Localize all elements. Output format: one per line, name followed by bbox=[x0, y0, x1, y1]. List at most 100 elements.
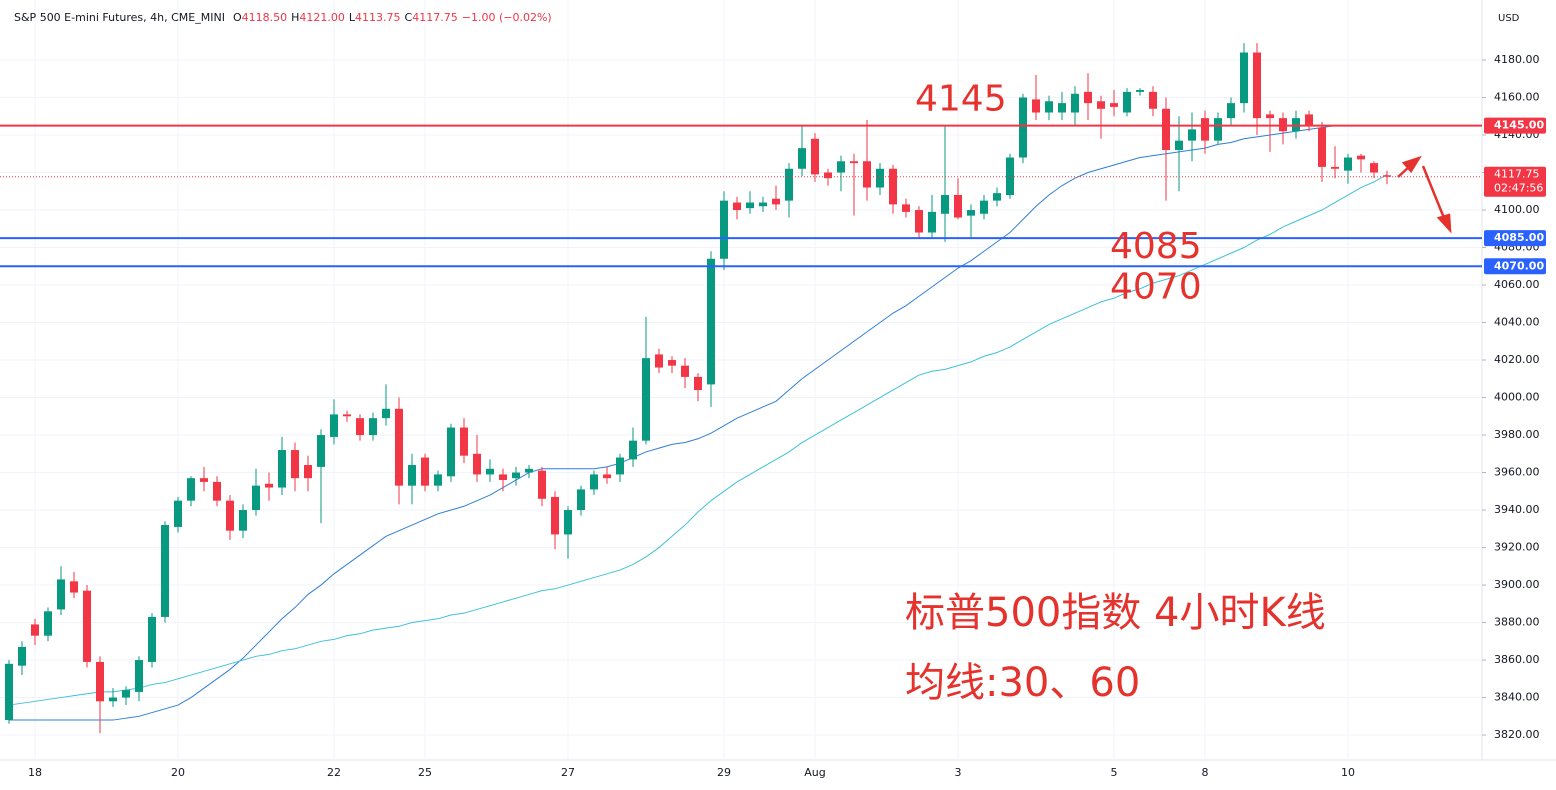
candle-body bbox=[798, 148, 806, 169]
y-tick-label: 3940.00 bbox=[1494, 503, 1540, 516]
ohlc-value: 4113.75 bbox=[355, 11, 401, 24]
y-tick-label: 3920.00 bbox=[1494, 541, 1540, 554]
candle-body bbox=[590, 474, 598, 490]
y-tick-label: 3860.00 bbox=[1494, 653, 1540, 666]
level-badge bbox=[1484, 258, 1546, 275]
y-tick-label: 4160.00 bbox=[1494, 91, 1540, 104]
candle-body bbox=[1149, 91, 1157, 109]
candle-body bbox=[473, 453, 481, 475]
candle-body bbox=[1162, 108, 1170, 151]
candle-body bbox=[1045, 101, 1053, 113]
x-tick-label: 25 bbox=[418, 766, 432, 779]
candle-body bbox=[265, 483, 273, 488]
candle-body bbox=[148, 616, 156, 662]
candle-body bbox=[330, 414, 338, 437]
candle-body bbox=[1058, 103, 1066, 113]
candle-body bbox=[174, 500, 182, 527]
level-label: 4085.00 bbox=[1494, 231, 1544, 244]
candle-body bbox=[824, 172, 832, 179]
candle-body bbox=[811, 138, 819, 175]
arrows bbox=[1397, 155, 1452, 234]
note-title: 标普500指数 4小时K线 bbox=[905, 590, 1326, 636]
candle-body bbox=[83, 590, 91, 662]
header: S&P 500 E-mini Futures, 4h, CME_MINI O411… bbox=[14, 11, 552, 24]
grid: 3820.00 3840.00 3860.00 3880.00 3900.00 3920.… bbox=[0, 0, 1540, 779]
candle-body bbox=[1136, 90, 1144, 92]
candle-body bbox=[421, 457, 429, 486]
moving-average bbox=[9, 125, 1387, 721]
candle-body bbox=[915, 210, 923, 233]
candle-body bbox=[395, 408, 403, 486]
symbol-title: S&P 500 E-mini Futures, 4h, CME_MINI bbox=[14, 11, 225, 24]
candle-body bbox=[96, 661, 104, 702]
candle-body bbox=[980, 200, 988, 214]
candle-body bbox=[1032, 99, 1040, 113]
candle-body bbox=[252, 485, 260, 511]
candle-body bbox=[928, 211, 936, 233]
arrow-down bbox=[1421, 165, 1446, 219]
candle-body bbox=[603, 474, 611, 479]
y-tick-label: 3880.00 bbox=[1494, 616, 1540, 629]
candle-body bbox=[1201, 118, 1209, 141]
candle-body bbox=[577, 489, 585, 511]
price-annotation: 4070 bbox=[1110, 266, 1202, 307]
candle-body bbox=[356, 418, 364, 436]
x-tick-label: 20 bbox=[171, 766, 185, 779]
candle-body bbox=[434, 474, 442, 486]
candle-body bbox=[1123, 91, 1131, 113]
candle-body bbox=[1227, 103, 1235, 119]
candle-body bbox=[707, 258, 715, 385]
candle-body bbox=[785, 168, 793, 201]
candle-body bbox=[668, 360, 676, 366]
candle-body bbox=[538, 470, 546, 499]
x-tick-label: 29 bbox=[717, 766, 731, 779]
level-label: 4145.00 bbox=[1494, 119, 1544, 132]
candle-body bbox=[1357, 155, 1365, 160]
candle-body bbox=[1214, 118, 1222, 141]
x-tick-label: 3 bbox=[955, 766, 962, 779]
candle-body bbox=[1019, 97, 1027, 158]
note-ma: 均线:30、60 bbox=[905, 660, 1140, 706]
x-tick-label: 18 bbox=[28, 766, 42, 779]
y-tick-label: 3840.00 bbox=[1494, 691, 1540, 704]
candle-body bbox=[954, 195, 962, 218]
candle-body bbox=[226, 500, 234, 531]
level-badge bbox=[1484, 230, 1546, 247]
last-price-badge bbox=[1484, 166, 1546, 197]
price-annotation: 4085 bbox=[1110, 226, 1202, 267]
candle-body bbox=[642, 358, 650, 441]
ohlc-label: L bbox=[349, 11, 356, 24]
candle-body bbox=[161, 525, 169, 617]
candle-body bbox=[122, 690, 130, 698]
candle-body bbox=[733, 202, 741, 211]
y-tick-label: 4060.00 bbox=[1494, 278, 1540, 291]
candle-body bbox=[1344, 157, 1352, 171]
candle-body bbox=[1318, 127, 1326, 167]
candle-body bbox=[993, 193, 1001, 201]
candle-body bbox=[187, 478, 195, 501]
candle-body bbox=[1097, 101, 1105, 109]
currency: USD bbox=[1498, 13, 1520, 24]
x-tick-label: 27 bbox=[561, 766, 575, 779]
arrow-head bbox=[1401, 155, 1422, 174]
candle-body bbox=[408, 465, 416, 486]
y-tick-label: 3980.00 bbox=[1494, 428, 1540, 441]
candle-body bbox=[1071, 93, 1079, 113]
candle-body bbox=[213, 481, 221, 501]
candle-body bbox=[57, 579, 65, 610]
candle-body bbox=[317, 435, 325, 467]
candle-body bbox=[850, 161, 858, 164]
candle-body bbox=[1383, 175, 1391, 177]
candle-body bbox=[512, 472, 520, 479]
candle-body bbox=[759, 202, 767, 207]
candle-body bbox=[889, 168, 897, 205]
x-tick-label: 22 bbox=[327, 766, 341, 779]
candle-body bbox=[1188, 129, 1196, 141]
candle-body bbox=[44, 611, 52, 636]
candle-body bbox=[486, 468, 494, 475]
candle-body bbox=[1331, 166, 1339, 169]
candle-body bbox=[1110, 103, 1118, 107]
candle-body bbox=[616, 457, 624, 475]
